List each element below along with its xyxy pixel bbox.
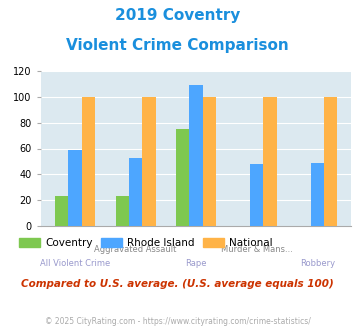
Bar bbox=[203, 97, 216, 226]
Bar bbox=[68, 150, 82, 226]
Bar bbox=[324, 97, 337, 226]
Bar bbox=[176, 129, 190, 226]
Text: © 2025 CityRating.com - https://www.cityrating.com/crime-statistics/: © 2025 CityRating.com - https://www.city… bbox=[45, 317, 310, 326]
Bar bbox=[129, 157, 142, 226]
Text: Aggravated Assault: Aggravated Assault bbox=[94, 246, 177, 254]
Bar bbox=[142, 97, 155, 226]
Text: All Violent Crime: All Violent Crime bbox=[40, 259, 110, 268]
Bar bbox=[55, 196, 68, 226]
Bar bbox=[82, 97, 95, 226]
Text: Compared to U.S. average. (U.S. average equals 100): Compared to U.S. average. (U.S. average … bbox=[21, 279, 334, 289]
Legend: Coventry, Rhode Island, National: Coventry, Rhode Island, National bbox=[20, 238, 273, 248]
Text: 2019 Coventry: 2019 Coventry bbox=[115, 8, 240, 23]
Text: Murder & Mans...: Murder & Mans... bbox=[221, 246, 293, 254]
Bar bbox=[190, 85, 203, 226]
Bar bbox=[115, 196, 129, 226]
Bar bbox=[263, 97, 277, 226]
Text: Violent Crime Comparison: Violent Crime Comparison bbox=[66, 38, 289, 53]
Bar bbox=[311, 163, 324, 226]
Text: Rape: Rape bbox=[185, 259, 207, 268]
Bar bbox=[250, 164, 263, 226]
Text: Robbery: Robbery bbox=[300, 259, 335, 268]
